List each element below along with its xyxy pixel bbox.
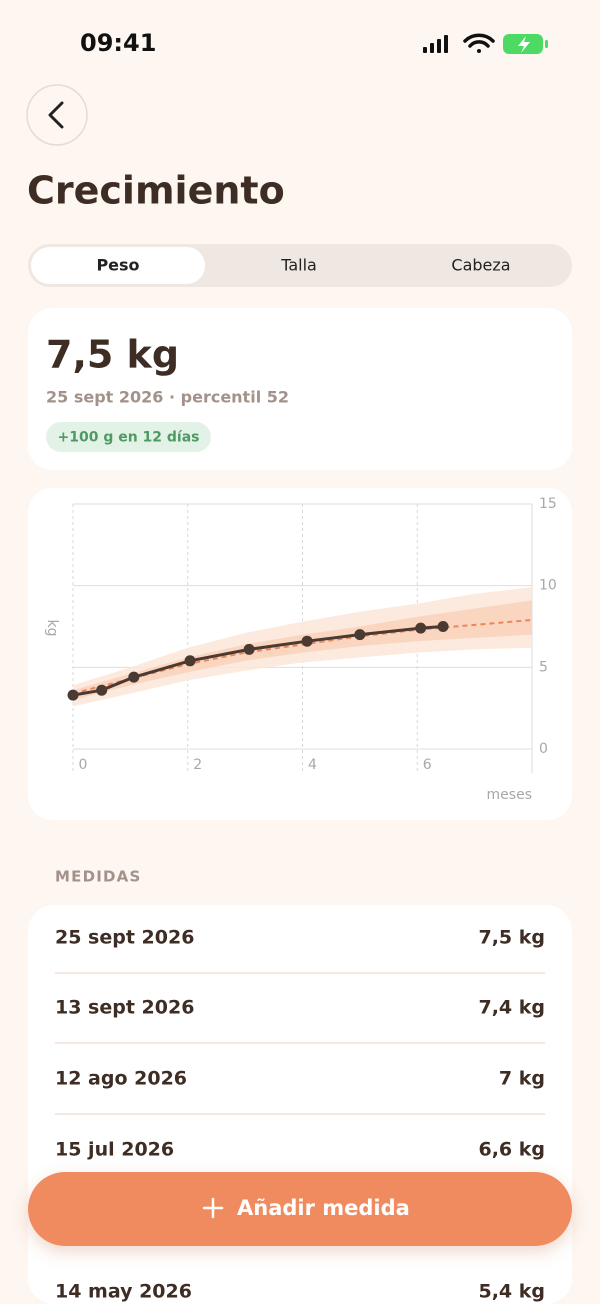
weight-point — [437, 621, 449, 632]
y-tick-label: 15 — [539, 496, 557, 512]
chart: 0 5 10 15 0 2 4 6 meses kg — [44, 496, 557, 803]
badge-text: +100 g en 12 días — [57, 430, 199, 446]
y-tick-label: 5 — [539, 659, 548, 675]
y-tick-label: 0 — [539, 741, 548, 757]
measurement-value[interactable]: 5,4 kg — [478, 1281, 545, 1303]
page-title: Crecimiento — [27, 169, 285, 213]
x-tick-label: 0 — [79, 757, 88, 773]
badge — [46, 422, 211, 452]
weight-point — [67, 689, 79, 701]
current-detail: 25 sept 2026 · percentil 52 — [46, 388, 289, 407]
x-axis-label: meses — [487, 787, 532, 803]
measurement-value[interactable]: 7,5 kg — [478, 927, 545, 949]
tab[interactable]: Cabeza — [451, 256, 510, 275]
x-tick-label: 2 — [193, 757, 202, 773]
x-tick-label: 6 — [423, 757, 432, 773]
add-button[interactable]: Añadir medida — [28, 1172, 572, 1246]
tab[interactable]: Talla — [280, 256, 317, 275]
weight-point — [128, 671, 140, 683]
weight-point — [301, 635, 313, 647]
weight-point — [354, 629, 366, 641]
current-value: 7,5 kg — [46, 333, 179, 377]
tabs: Peso Talla Cabeza — [31, 247, 511, 284]
measurement-value[interactable]: 7 kg — [499, 1068, 545, 1090]
add-button-bg[interactable] — [28, 1172, 572, 1246]
add-button-label[interactable]: Añadir medida — [237, 1196, 410, 1220]
median-line — [72, 618, 533, 695]
weight-point — [184, 655, 196, 667]
wifi-icon — [463, 33, 495, 53]
y-axis-label: kg — [44, 620, 60, 637]
signal-icon — [423, 35, 448, 53]
weight-point — [96, 684, 108, 696]
tab[interactable]: Peso — [96, 256, 139, 275]
battery-icon — [503, 34, 548, 54]
measurement-date[interactable]: 13 sept 2026 — [55, 997, 194, 1019]
measurement-value[interactable]: 6,6 kg — [478, 1139, 545, 1161]
plus-icon — [202, 1197, 224, 1219]
back-button[interactable] — [26, 84, 88, 146]
measurement-date[interactable]: 15 jul 2026 — [55, 1139, 174, 1161]
measurements-list: 25 sept 2026 7,5 kg 13 sept 2026 7,4 kg 12 a… — [55, 927, 545, 1303]
measurement-date[interactable]: 25 sept 2026 — [55, 927, 194, 949]
x-tick-label: 4 — [308, 757, 317, 773]
weight-point — [243, 643, 255, 655]
y-tick-label: 10 — [539, 578, 557, 594]
tab-active-bg — [31, 247, 205, 284]
status-time: 09:41 — [80, 29, 156, 57]
weight-point — [415, 622, 427, 634]
section-title: MEDIDAS — [55, 868, 141, 886]
measurement-value[interactable]: 7,4 kg — [478, 997, 545, 1019]
measurement-date[interactable]: 14 may 2026 — [55, 1281, 192, 1303]
measurement-date[interactable]: 12 ago 2026 — [55, 1068, 187, 1090]
